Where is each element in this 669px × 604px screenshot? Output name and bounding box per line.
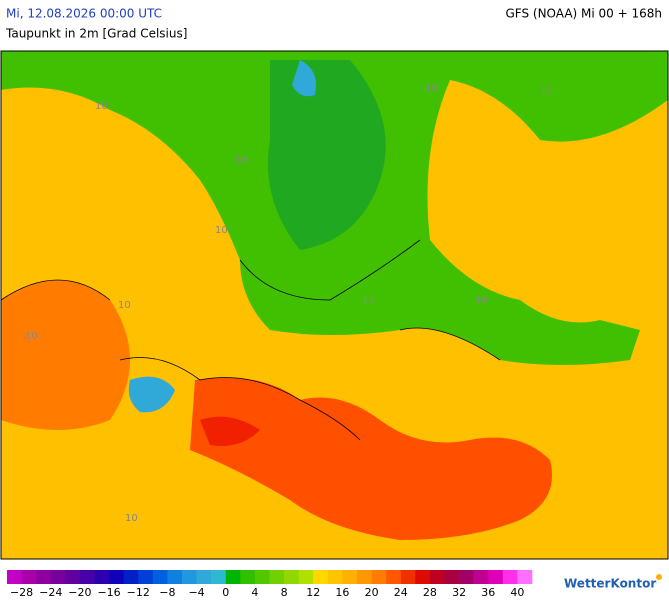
colorbar-tick-label: 4 <box>251 586 258 599</box>
coastline <box>0 239 501 441</box>
colorbar-tick-label: 28 <box>423 586 437 599</box>
field-area <box>268 60 386 250</box>
map: 10 10 10 10 10 10 10 10 10 10 <box>0 50 669 560</box>
field-area <box>128 376 175 413</box>
colorbar-swatch <box>94 570 110 584</box>
colorbar-swatch <box>152 570 168 584</box>
colorbar-swatch <box>65 570 81 584</box>
title: Taupunkt in 2m [Grad Celsius] <box>5 27 187 41</box>
contour-label: 10 <box>425 83 438 94</box>
colorbar-tick-label: −24 <box>39 586 62 599</box>
colorbar-tick-label: −4 <box>188 586 204 599</box>
contour-label: 10 <box>475 295 488 306</box>
colorbar-swatch <box>313 570 329 584</box>
colorbar-tick-label: 40 <box>510 586 524 599</box>
map-frame <box>0 50 669 560</box>
colorbar-tick-label: −12 <box>127 586 150 599</box>
colorbar-swatch <box>444 570 460 584</box>
colorbar-swatch <box>211 570 227 584</box>
colorbar-swatch <box>21 570 37 584</box>
brand-logo: WetterKontor <box>564 574 662 591</box>
colorbar-swatch <box>327 570 343 584</box>
colorbar-swatch <box>225 570 241 584</box>
colorbar-swatch <box>167 570 183 584</box>
contour-label: 10 <box>25 331 38 342</box>
colorbar-tick-label: −28 <box>10 586 33 599</box>
contour-label: 10 <box>215 225 228 236</box>
colorbar-swatch <box>109 570 124 584</box>
brand-icon <box>656 574 662 580</box>
colorbar-swatch <box>371 570 387 584</box>
colorbar-swatch <box>79 570 95 584</box>
colorbar-swatch <box>182 570 197 584</box>
colorbar-tick-label: 16 <box>335 586 349 599</box>
field-area <box>200 416 260 446</box>
colorbar-swatch <box>7 570 22 584</box>
contour-label: 10 <box>235 155 248 166</box>
colorbar-tick-label: −20 <box>68 586 91 599</box>
colorbar-swatch <box>254 570 270 584</box>
colorbar-tick-label: 12 <box>306 586 320 599</box>
colorbar-swatch <box>240 570 256 584</box>
contour-label: 10 <box>95 101 108 112</box>
field-area <box>190 377 552 540</box>
colorbar-swatch <box>357 570 372 584</box>
field-area <box>292 60 316 97</box>
colorbar-swatch <box>342 570 358 584</box>
field-area <box>1 280 130 430</box>
colorbar-tick-label: 8 <box>281 586 288 599</box>
colorbar-swatch <box>415 570 431 584</box>
colorbar-tick-label: 24 <box>394 586 408 599</box>
colorbar-tick-label: −8 <box>159 586 175 599</box>
colorbar-swatch <box>517 570 533 584</box>
colorbar: −28 −24 −20 −16 −12 −8 −4 0 4 8 12 16 20 24 28 32 36 40 <box>7 570 533 599</box>
colorbar-swatch <box>502 570 518 584</box>
colorbar-tick-label: 32 <box>452 586 466 599</box>
colorbar-swatch <box>284 570 299 584</box>
contour-label: 10 <box>125 513 138 524</box>
colorbar-swatch <box>269 570 285 584</box>
colorbar-swatch <box>473 570 489 584</box>
colorbar-swatch <box>50 570 66 584</box>
colorbar-tick-label: 0 <box>222 586 229 599</box>
contour-label: 10 <box>540 85 553 96</box>
colorbar-swatch <box>298 570 314 584</box>
colorbar-tick-label: 36 <box>481 586 495 599</box>
contour-label: 10 <box>118 300 131 311</box>
model: GFS (NOAA) Mi 00 + 168h <box>505 7 662 21</box>
colorbar-swatch <box>400 570 416 584</box>
colorbar-swatch <box>429 570 445 584</box>
colorbar-swatch <box>36 570 52 584</box>
colorbar-swatch <box>459 570 474 584</box>
colorbar-swatch <box>138 570 154 584</box>
colorbar-swatch <box>386 570 402 584</box>
colorbar-swatch <box>196 570 212 584</box>
colorbar-swatch <box>488 570 504 584</box>
brand: WetterKontor <box>564 577 656 591</box>
colorbar-tick-label: 20 <box>365 586 379 599</box>
datetime: Mi, 12.08.2026 00:00 UTC <box>6 7 162 21</box>
colorbar-tick-label: −16 <box>97 586 120 599</box>
contour-label: 10 <box>362 295 375 306</box>
colorbar-swatch <box>123 570 139 584</box>
